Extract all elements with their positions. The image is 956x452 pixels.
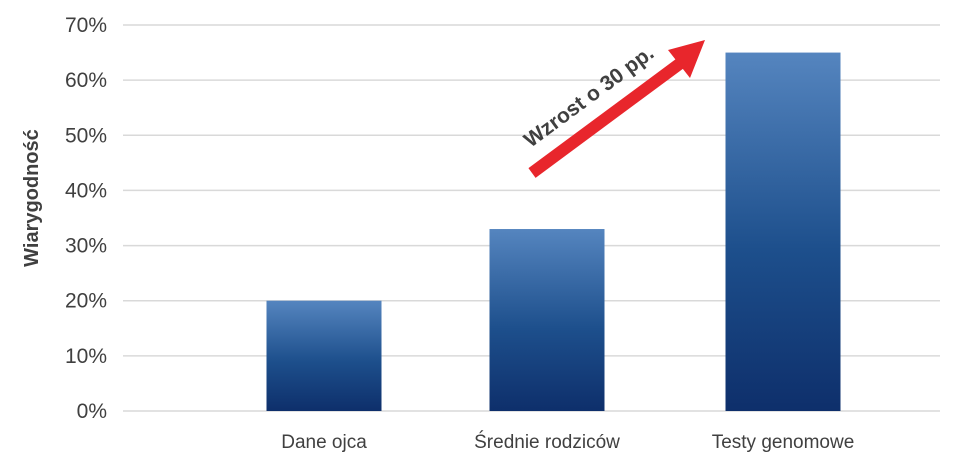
- y-tick-label: 40%: [65, 179, 107, 202]
- arrow-head: [668, 40, 705, 78]
- y-tick-label: 50%: [65, 124, 107, 147]
- bar: [725, 52, 841, 411]
- arrow-shaft: [528, 57, 686, 178]
- y-tick-label: 60%: [65, 69, 107, 92]
- x-category-label: Dane ojca: [281, 432, 367, 452]
- y-axis-label: Wiarygodność: [21, 129, 43, 267]
- y-tick-label: 70%: [65, 14, 107, 37]
- y-tick-label: 10%: [65, 345, 107, 368]
- y-tick-label: 0%: [77, 400, 107, 423]
- y-axis-ticks: 0% 10% 20% 30% 40% 50% 60% 70%: [65, 14, 107, 423]
- x-category-label: Testy genomowe: [712, 432, 855, 452]
- x-category-label: Średnie rodziców: [474, 431, 620, 452]
- growth-arrow: [528, 40, 705, 178]
- y-tick-label: 20%: [65, 290, 107, 313]
- x-axis-categories: Dane ojca Średnie rodziców Testy genomowe: [281, 431, 854, 452]
- y-tick-label: 30%: [65, 235, 107, 258]
- bars: [266, 52, 841, 411]
- bar: [489, 229, 605, 411]
- bar: [266, 300, 382, 411]
